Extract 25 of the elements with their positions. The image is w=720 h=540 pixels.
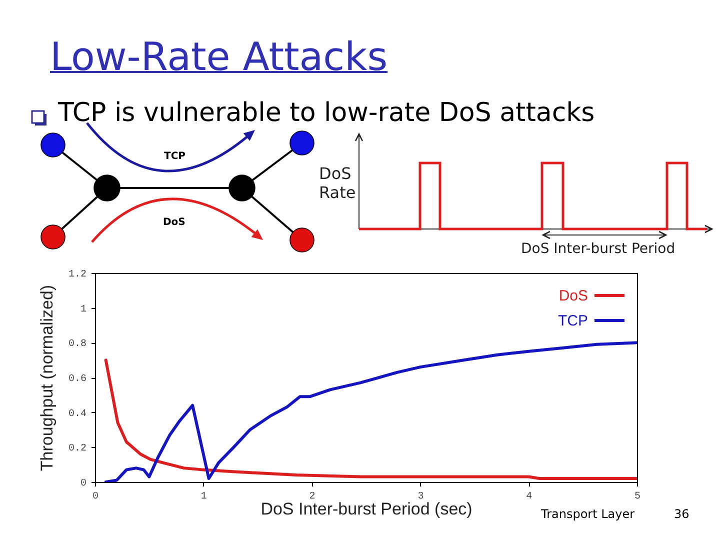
text: 36 — [674, 507, 690, 522]
text: TCP — [164, 151, 186, 162]
y-tick-label: 0 — [80, 478, 86, 490]
y-tick-label: 1.2 — [68, 270, 86, 280]
text: DoS Inter-burst Period — [521, 241, 676, 258]
y-tick-label: 0.4 — [68, 408, 86, 420]
x-tick-label: 2 — [309, 492, 316, 502]
legend-label: TCP — [558, 312, 588, 330]
y-tick-label: 1 — [80, 304, 86, 316]
chart-subtitle: TCP is vulnerable to low-rate DoS attacks — [58, 98, 595, 129]
chart-title: Low-Rate Attacks — [50, 35, 388, 81]
x-tick-label: 3 — [418, 492, 424, 502]
text: DoS — [163, 217, 186, 228]
text: DoS Rate — [319, 164, 357, 202]
legend-label: DoS — [558, 288, 588, 304]
y-tick-label: 0.6 — [68, 374, 86, 385]
text: Transport Layer — [541, 507, 635, 522]
y-tick-label: 0.8 — [68, 339, 86, 350]
y-tick-label: 0.2 — [68, 444, 86, 455]
y-axis-title: Throughput (normalized) — [37, 284, 56, 472]
x-tick-label: 5 — [634, 492, 641, 502]
x-axis-title: DoS Inter-burst Period (sec) — [260, 500, 472, 518]
x-tick-label: 4 — [526, 492, 532, 502]
x-tick-label: 1 — [200, 492, 207, 502]
x-tick-label: 0 — [92, 492, 99, 502]
